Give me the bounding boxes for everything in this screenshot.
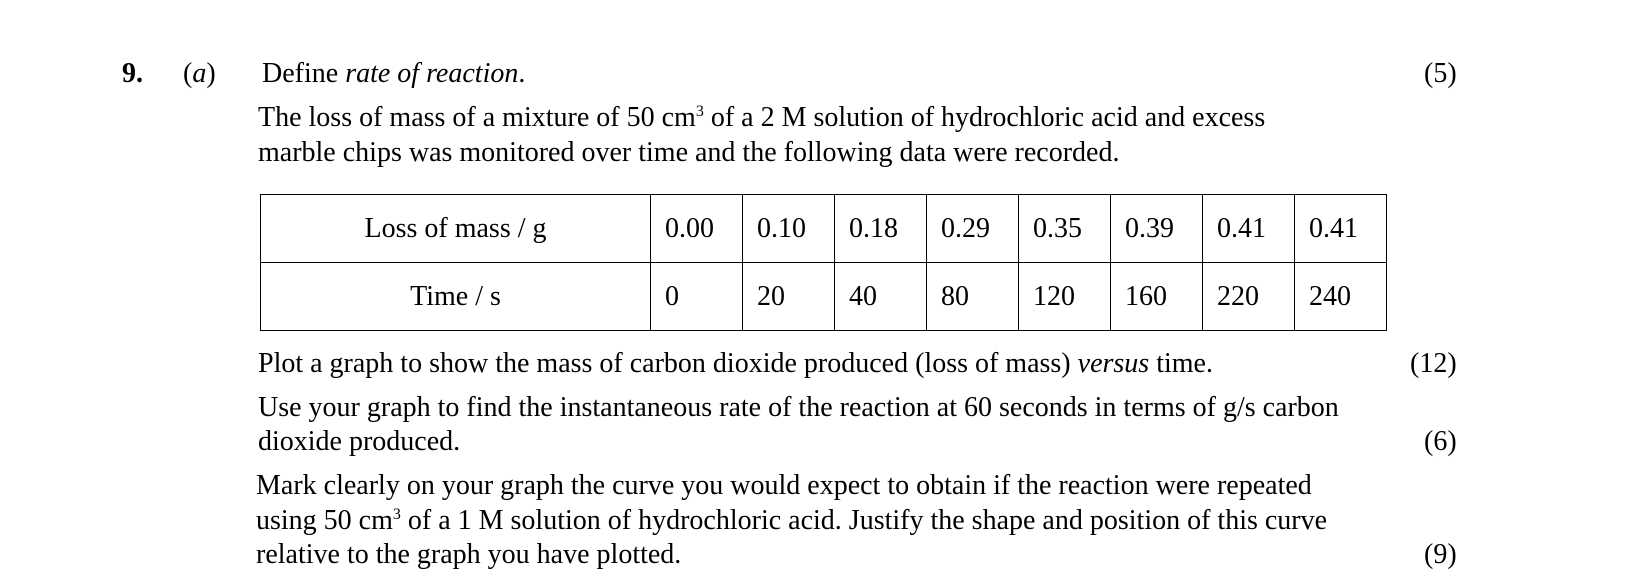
mark-line-2-sup: 3 (392, 506, 401, 523)
row-header-time: Time / s (260, 262, 651, 331)
mark-instruction-line-2: using 50 cm3 of a 1 M solution of hydroc… (256, 504, 1327, 538)
table-row-time: Time / s 0 20 40 80 120 160 220 240 (260, 262, 1387, 331)
mark-marks: (9) (1424, 539, 1457, 570)
table-cell: 160 (1110, 262, 1203, 331)
row-header-mass: Loss of mass / g (260, 194, 651, 263)
mark-instruction-line-1: Mark clearly on your graph the curve you… (256, 470, 1312, 501)
part-a-term: rate of reaction (345, 58, 519, 89)
table-cell: 40 (834, 262, 927, 331)
table-cell: 120 (1018, 262, 1111, 331)
part-a-prefix: Define (262, 58, 346, 89)
rate-instruction-line-2: dioxide produced. (258, 426, 461, 457)
intro-line-1-pre: The loss of mass of a mixture of 50 cm (258, 102, 696, 133)
question-part-letter: a (192, 58, 207, 89)
part-a-prompt: Define rate of reaction. (262, 57, 525, 91)
plot-marks: (12) (1410, 348, 1457, 379)
rate-marks: (6) (1424, 426, 1457, 457)
table-cell: 0.41 (1294, 194, 1387, 263)
question-number: 9. (122, 58, 143, 89)
mark-line-2-post: of a 1 M solution of hydrochloric acid. … (400, 505, 1328, 536)
table-cell: 0.41 (1202, 194, 1295, 263)
table-cell: 0.39 (1110, 194, 1203, 263)
table-cell: 0.00 (650, 194, 743, 263)
rate-instruction-line-1: Use your graph to find the instantaneous… (258, 392, 1339, 423)
table-cell: 20 (742, 262, 835, 331)
intro-line-1: The loss of mass of a mixture of 50 cm3 … (258, 101, 1265, 135)
part-a-marks: (5) (1424, 58, 1457, 89)
table-cell: 80 (926, 262, 1019, 331)
table-cell: 220 (1202, 262, 1295, 331)
table-cell: 0 (650, 262, 743, 331)
question-part-label: (a) (183, 58, 216, 89)
part-a-suffix: . (518, 58, 526, 89)
plot-instruction-italic: versus (1077, 348, 1150, 379)
data-table: Loss of mass / g 0.00 0.10 0.18 0.29 0.3… (260, 194, 1387, 331)
table-cell: 0.29 (926, 194, 1019, 263)
mark-line-2-pre: using 50 cm (256, 505, 393, 536)
table-cell: 0.35 (1018, 194, 1111, 263)
intro-line-1-sup: 3 (695, 103, 704, 120)
mark-instruction-line-3: relative to the graph you have plotted. (256, 539, 682, 570)
intro-line-2: marble chips was monitored over time and… (258, 137, 1120, 168)
intro-line-1-post: of a 2 M solution of hydrochloric acid a… (703, 102, 1266, 133)
table-cell: 0.10 (742, 194, 835, 263)
table-cell: 0.18 (834, 194, 927, 263)
plot-instruction: Plot a graph to show the mass of carbon … (258, 347, 1213, 381)
plot-instruction-pre: Plot a graph to show the mass of carbon … (258, 348, 1078, 379)
table-row-mass: Loss of mass / g 0.00 0.10 0.18 0.29 0.3… (260, 194, 1387, 263)
plot-instruction-post: time. (1149, 348, 1213, 379)
table-cell: 240 (1294, 262, 1387, 331)
